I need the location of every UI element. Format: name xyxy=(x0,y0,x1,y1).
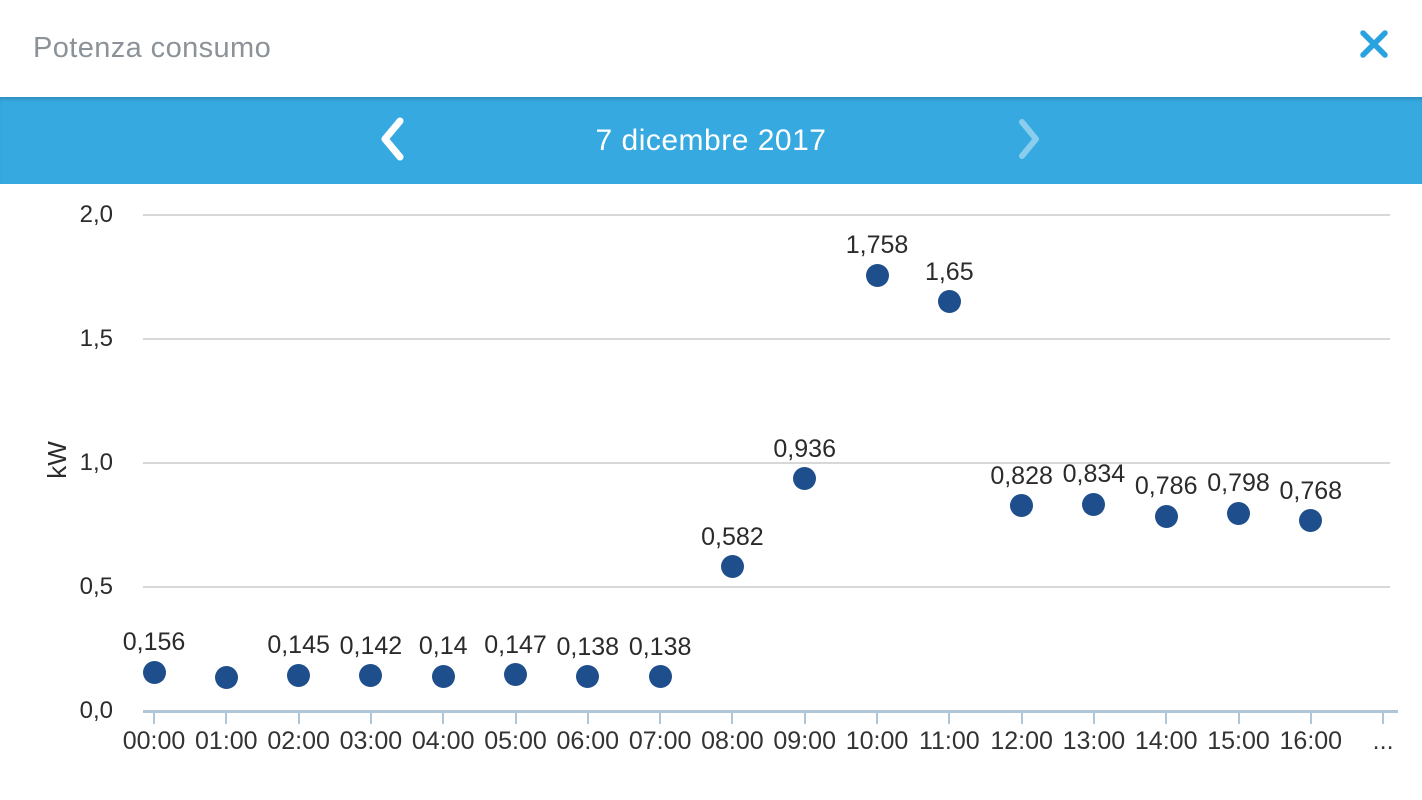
x-axis-line xyxy=(143,710,1398,713)
x-axis-tick-label: 04:00 xyxy=(411,727,475,755)
data-point[interactable] xyxy=(1154,504,1178,528)
x-axis-tick xyxy=(948,711,951,724)
gridline xyxy=(143,586,1390,588)
data-point[interactable] xyxy=(576,665,600,689)
x-axis-tick-label: 16:00 xyxy=(1279,727,1343,755)
x-axis-tick-label: 12:00 xyxy=(990,727,1053,755)
x-axis-tick xyxy=(369,711,372,724)
data-point[interactable] xyxy=(1010,494,1034,518)
x-axis-tick xyxy=(297,711,300,724)
gridline xyxy=(143,462,1390,464)
x-axis-tick xyxy=(659,711,662,724)
x-axis-tick-label: 14:00 xyxy=(1134,727,1198,755)
data-point-label: 0,768 xyxy=(1279,476,1343,505)
x-axis-tick xyxy=(442,711,445,724)
y-axis-tick-label: 0,0 xyxy=(79,697,113,724)
x-axis-tick-label: 15:00 xyxy=(1207,727,1270,755)
data-point[interactable] xyxy=(431,664,455,688)
x-axis-tick-label: 01:00 xyxy=(195,727,258,755)
data-point[interactable] xyxy=(865,263,889,287)
data-point[interactable] xyxy=(793,467,817,491)
x-axis-tick xyxy=(1092,711,1095,724)
chevron-right-icon xyxy=(1019,118,1041,165)
data-point-label: 0,138 xyxy=(556,632,620,661)
data-point-label: 1,758 xyxy=(845,231,909,260)
current-date-label: 7 dicembre 2017 xyxy=(595,124,827,157)
data-point[interactable] xyxy=(359,664,383,688)
power-scatter-chart: kW 0,0 0,5 1,0 1,5 2,0 00:00 01:00 02:00 03:00 04… xyxy=(0,184,1422,800)
data-point[interactable] xyxy=(142,660,166,684)
x-axis-tick-label: 10:00 xyxy=(845,727,909,755)
data-point-label: 0,147 xyxy=(484,630,547,659)
x-axis-tick-label: 08:00 xyxy=(701,727,764,755)
data-point[interactable] xyxy=(937,290,961,314)
data-point[interactable] xyxy=(504,663,527,687)
data-point-label: 0,828 xyxy=(990,461,1053,490)
data-point-label: 0,14 xyxy=(418,632,468,661)
x-axis-tick xyxy=(586,711,589,724)
data-point[interactable] xyxy=(1082,492,1106,516)
x-axis-tick-label: 07:00 xyxy=(628,727,692,755)
y-axis-tick-label: 1,5 xyxy=(79,325,113,352)
data-point-label: 0,798 xyxy=(1207,469,1270,498)
dialog-header: Potenza consumo xyxy=(0,0,1422,97)
x-axis-tick xyxy=(225,711,228,724)
data-point-label: 0,936 xyxy=(773,434,836,463)
data-point-label: 0,138 xyxy=(628,632,692,661)
x-axis-tick xyxy=(1020,711,1023,724)
x-axis-tick xyxy=(1309,711,1312,724)
data-point-label: 0,156 xyxy=(122,628,186,657)
data-point[interactable] xyxy=(648,665,672,689)
data-point-label: 0,145 xyxy=(267,631,330,660)
x-axis-tick-label: 05:00 xyxy=(484,727,547,755)
data-point-label: 0,834 xyxy=(1062,460,1126,489)
x-axis-tick xyxy=(1382,711,1385,724)
x-axis-tick xyxy=(803,711,806,724)
data-point-label: 1,65 xyxy=(924,257,974,286)
y-axis-tick-label: 0,5 xyxy=(79,573,113,600)
x-axis-tick-label: 11:00 xyxy=(918,727,980,755)
x-axis-tick-label: 09:00 xyxy=(773,727,836,755)
data-point-label: 0,142 xyxy=(339,631,403,660)
x-axis-tick xyxy=(514,711,517,724)
page-title: Potenza consumo xyxy=(33,32,272,64)
x-axis-tick-label: 06:00 xyxy=(556,727,620,755)
x-axis-tick-label: 00:00 xyxy=(122,727,186,755)
next-day-button[interactable] xyxy=(1004,115,1056,167)
x-axis-tick-label: ... xyxy=(1372,727,1394,755)
x-axis-tick xyxy=(1165,711,1168,724)
x-axis-tick-label: 03:00 xyxy=(339,727,403,755)
data-point[interactable] xyxy=(720,555,744,579)
previous-day-button[interactable] xyxy=(366,115,418,167)
data-point-label: 0,786 xyxy=(1134,472,1198,501)
x-axis-tick-label: 13:00 xyxy=(1062,727,1126,755)
gridline xyxy=(143,214,1390,216)
x-axis-tick xyxy=(731,711,734,724)
y-axis-tick-label: 1,0 xyxy=(79,449,113,476)
close-button[interactable] xyxy=(1352,24,1396,68)
data-point[interactable] xyxy=(1227,501,1250,525)
x-axis-tick xyxy=(153,711,155,724)
x-axis-tick xyxy=(1237,711,1240,724)
data-point[interactable] xyxy=(214,665,238,689)
gridline xyxy=(143,338,1390,340)
x-axis-tick xyxy=(876,711,878,724)
y-axis-tick-label: 2,0 xyxy=(79,201,113,228)
data-point[interactable] xyxy=(287,663,311,687)
x-axis-tick-label: 02:00 xyxy=(267,727,330,755)
date-navigation-bar: 7 dicembre 2017 xyxy=(0,97,1422,184)
chevron-left-icon xyxy=(380,116,404,167)
close-icon xyxy=(1359,29,1389,64)
data-point[interactable] xyxy=(1299,509,1323,533)
data-point-label: 0,582 xyxy=(701,522,764,551)
